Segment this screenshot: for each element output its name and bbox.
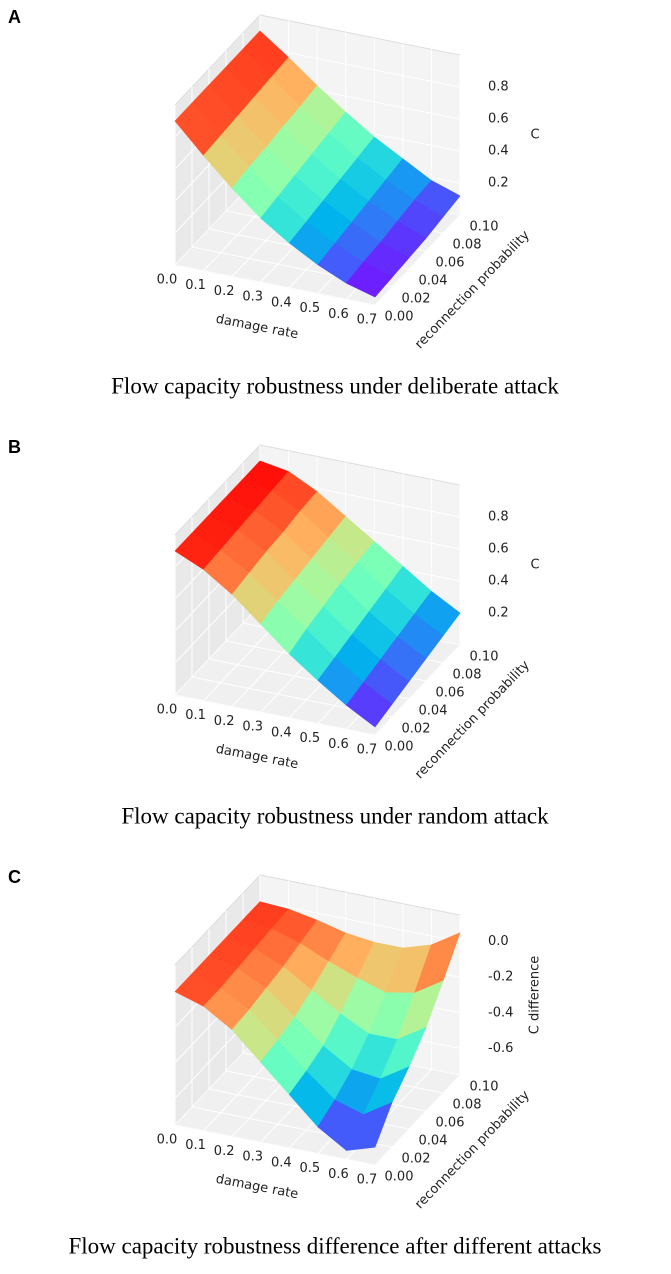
y-tick-label: 0.08 bbox=[453, 1098, 482, 1113]
panel: 0.0 0.1 0.2 0.3 0.4 0.5 0.6 0.7 0.00 0.02 0.04 0.06… bbox=[8, 7, 559, 399]
x-tick-label: 0.0 bbox=[157, 703, 178, 718]
grid-line bbox=[174, 105, 376, 306]
x-tick-label: 0.6 bbox=[328, 307, 349, 322]
y-tick-label: 0.04 bbox=[419, 1134, 448, 1149]
y-tick-label: 0.08 bbox=[453, 668, 482, 683]
grid-line bbox=[191, 517, 393, 718]
x-tick-label: 0.6 bbox=[328, 1167, 349, 1182]
y-tick-label: 0.06 bbox=[436, 1116, 465, 1131]
caption: Flow capacity robustness under random at… bbox=[121, 803, 549, 828]
y-tick-label: 0.04 bbox=[419, 704, 448, 719]
z-tick-label: 0.6 bbox=[488, 112, 509, 127]
z-tick-label: 0.0 bbox=[488, 934, 509, 949]
z-tick-label: 0.2 bbox=[488, 606, 509, 621]
y-tick-label: 0.10 bbox=[470, 1080, 499, 1095]
x-axis-title: damage rate bbox=[215, 312, 300, 343]
x-axis-title: damage rate bbox=[215, 1172, 300, 1203]
y-tick-label: 0.00 bbox=[385, 1170, 414, 1185]
z-axis-title: C bbox=[530, 128, 539, 143]
y-tick-label: 0.00 bbox=[385, 310, 414, 325]
x-tick-label: 0.3 bbox=[242, 1150, 263, 1165]
y-tick-label: 0.02 bbox=[402, 1152, 431, 1167]
x-tick-label: 0.4 bbox=[271, 725, 292, 740]
z-tick-label: -0.4 bbox=[488, 1005, 513, 1020]
x-tick-label: 0.1 bbox=[185, 708, 206, 723]
x-tick-label: 0.0 bbox=[157, 1133, 178, 1148]
surface-patch bbox=[345, 261, 393, 298]
y-tick-label: 0.02 bbox=[402, 292, 431, 307]
z-axis-title: C bbox=[530, 558, 539, 573]
z-tick-label: -0.6 bbox=[488, 1041, 513, 1056]
caption: Flow capacity robustness under deliberat… bbox=[111, 373, 559, 398]
x-tick-label: 0.2 bbox=[214, 284, 235, 299]
y-tick-label: 0.00 bbox=[385, 740, 414, 755]
caption: Flow capacity robustness difference afte… bbox=[68, 1233, 601, 1258]
x-tick-label: 0.5 bbox=[300, 1161, 321, 1176]
y-tick-label: 0.04 bbox=[419, 274, 448, 289]
x-tick-label: 0.2 bbox=[214, 714, 235, 729]
panel: 0.0 0.1 0.2 0.3 0.4 0.5 0.6 0.7 0.00 0.02 0.04 0.06… bbox=[8, 437, 549, 829]
y-tick-label: 0.06 bbox=[436, 256, 465, 271]
z-tick-label: 0.8 bbox=[488, 80, 509, 95]
z-axis-title: C difference bbox=[528, 956, 543, 1034]
x-tick-label: 0.1 bbox=[185, 278, 206, 293]
y-tick-label: 0.02 bbox=[402, 722, 431, 737]
z-tick-label: 0.4 bbox=[488, 574, 509, 589]
grid-line bbox=[174, 535, 376, 736]
z-tick-label: -0.2 bbox=[488, 970, 513, 985]
x-tick-label: 0.2 bbox=[214, 1144, 235, 1159]
panel-label: A bbox=[8, 7, 21, 27]
x-tick-label: 0.4 bbox=[271, 295, 292, 310]
x-tick-label: 0.5 bbox=[300, 731, 321, 746]
z-tick-label: 0.4 bbox=[488, 144, 509, 159]
x-tick-label: 0.4 bbox=[271, 1155, 292, 1170]
x-tick-label: 0.7 bbox=[357, 313, 378, 328]
x-tick-label: 0.7 bbox=[357, 1173, 378, 1188]
grid-line bbox=[174, 965, 376, 1166]
x-tick-label: 0.3 bbox=[242, 290, 263, 305]
surface-patch bbox=[345, 1102, 393, 1151]
surface-patch bbox=[346, 682, 393, 728]
z-tick-label: 0.8 bbox=[488, 510, 509, 525]
y-tick-label: 0.10 bbox=[470, 220, 499, 235]
y-tick-label: 0.08 bbox=[453, 238, 482, 253]
z-tick-label: 0.2 bbox=[488, 176, 509, 191]
panel: 0.0 0.1 0.2 0.3 0.4 0.5 0.6 0.7 0.00 0.02 0.04 0.06… bbox=[8, 867, 602, 1259]
z-tick-label: 0.6 bbox=[488, 542, 509, 557]
y-tick-label: 0.10 bbox=[470, 650, 499, 665]
y-tick-label: 0.06 bbox=[436, 686, 465, 701]
panel-label: B bbox=[8, 437, 21, 457]
x-tick-label: 0.0 bbox=[157, 273, 178, 288]
panel-label: C bbox=[8, 867, 21, 887]
x-tick-label: 0.7 bbox=[357, 743, 378, 758]
x-tick-label: 0.6 bbox=[328, 737, 349, 752]
x-axis-title: damage rate bbox=[215, 742, 300, 773]
x-tick-label: 0.1 bbox=[185, 1138, 206, 1153]
x-tick-label: 0.5 bbox=[300, 301, 321, 316]
x-tick-label: 0.3 bbox=[242, 720, 263, 735]
